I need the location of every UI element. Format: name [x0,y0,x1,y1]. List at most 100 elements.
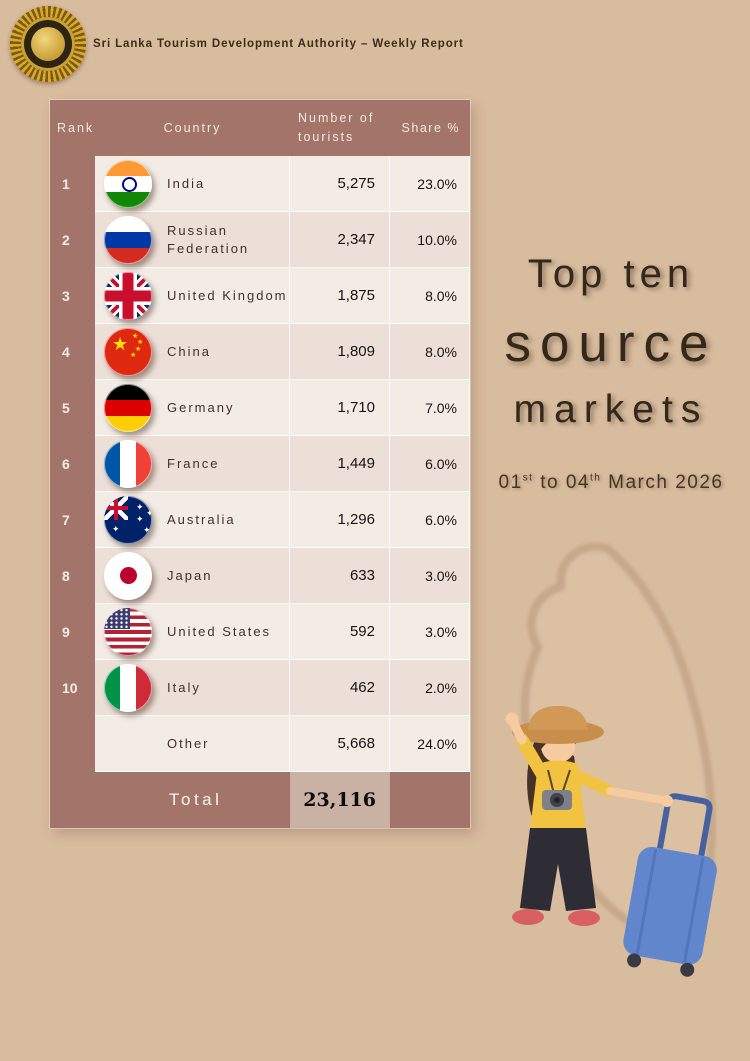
table-row: 5 Germany 1,710 7.0% [50,380,470,436]
flag-japan-icon [104,551,152,600]
country-cell: India [161,156,290,212]
sltda-logo-icon [10,6,86,82]
flag-cell [95,716,161,772]
date-sup: st [522,472,534,484]
flag-cell [95,268,161,324]
country-cell: Germany [161,380,290,436]
share-cell: 23.0% [390,156,470,212]
share-cell: 8.0% [390,324,470,380]
table-row: 10 Italy 462 2.0% [50,660,470,716]
rank-cell: 1 [50,156,95,212]
logo-ring [21,17,75,71]
rank-cell: 7 [50,492,95,548]
tourists-cell: 462 [290,660,390,716]
flag-cell [95,380,161,436]
rank-cell: 8 [50,548,95,604]
flag-cell [95,212,161,268]
share-cell: 2.0% [390,660,470,716]
country-cell: Other [161,716,290,772]
country-cell: Russian Federation [161,212,290,268]
title-line-2: source [504,314,718,373]
total-tourists: 23,116 [290,772,390,828]
header-share: Share % [401,121,460,135]
report-title: Sri Lanka Tourism Development Authority … [93,38,464,50]
share-cell: 10.0% [390,212,470,268]
source-markets-table: Rank Country Number of tourists Share % … [50,100,470,828]
flag-cell [95,604,161,660]
date-sup: th [590,472,602,484]
tourists-cell: 1,809 [290,324,390,380]
flag-italy-icon [104,663,152,712]
total-label: Total [169,790,223,809]
rank-cell: 10 [50,660,95,716]
country-cell: United Kingdom [161,268,290,324]
side-title-block: Top ten source markets 01st to 04th Marc… [480,252,742,494]
table-row: 2 Russian Federation 2,347 10.0% [50,212,470,268]
title-line-3: markets [513,388,709,431]
flag-australia-icon [104,495,152,544]
date-part: March 2026 [601,472,724,493]
table-row: 8 Japan 633 3.0% [50,548,470,604]
rank-cell: 5 [50,380,95,436]
tourists-cell: 1,449 [290,436,390,492]
flag-usa-icon [104,607,152,656]
table-row: 6 France 1,449 6.0% [50,436,470,492]
tourists-cell: 633 [290,548,390,604]
share-cell: 7.0% [390,380,470,436]
table-row: Other 5,668 24.0% [50,716,470,772]
share-cell: 3.0% [390,604,470,660]
table-row: 3 United Kingdom 1,875 8.0% [50,268,470,324]
total-flag-cell [95,772,161,828]
tourists-cell: 5,275 [290,156,390,212]
rank-cell: 9 [50,604,95,660]
logo-emblem [31,27,65,61]
table-row: 1 India 5,275 23.0% [50,156,470,212]
flag-russia-icon [104,215,152,264]
rank-cell: 6 [50,436,95,492]
rank-cell: 4 [50,324,95,380]
flag-uk-icon [104,271,152,320]
tourists-cell: 2,347 [290,212,390,268]
tourists-cell: 1,296 [290,492,390,548]
tourists-cell: 1,875 [290,268,390,324]
share-cell: 6.0% [390,492,470,548]
header-country: Country [163,121,222,135]
share-cell: 6.0% [390,436,470,492]
table-body: 1 India 5,275 23.0% 2 Russian Federation 2,347… [50,156,470,772]
country-cell: Italy [161,660,290,716]
rank-cell [50,716,95,772]
country-cell: China [161,324,290,380]
flag-germany-icon [104,383,152,432]
header-tourists-line1: Number of [298,110,375,125]
share-cell: 24.0% [390,716,470,772]
total-rank-cell [50,772,95,828]
share-cell: 3.0% [390,548,470,604]
flag-cell [95,548,161,604]
rank-cell: 2 [50,212,95,268]
date-part: to 04 [533,472,590,493]
country-cell: France [161,436,290,492]
traveler-illustration [505,706,717,977]
date-part: 01 [498,472,523,493]
flag-india-icon [104,159,152,208]
flag-france-icon [104,439,152,488]
total-row: Total 23,116 [50,772,470,828]
flag-cell [95,156,161,212]
country-cell: United States [161,604,290,660]
country-cell: Australia [161,492,290,548]
flag-china-icon [104,327,152,376]
table-header: Rank Country Number of tourists Share % [50,100,470,156]
rank-cell: 3 [50,268,95,324]
tourists-cell: 592 [290,604,390,660]
flag-cell [95,324,161,380]
tourists-cell: 5,668 [290,716,390,772]
total-share-cell [390,772,470,828]
header-rank: Rank [57,121,95,135]
title-line-1: Top ten [527,252,695,296]
report-period: 01st to 04th March 2026 [480,472,742,494]
flag-cell [95,436,161,492]
table-row: 9 United States 592 3.0% [50,604,470,660]
